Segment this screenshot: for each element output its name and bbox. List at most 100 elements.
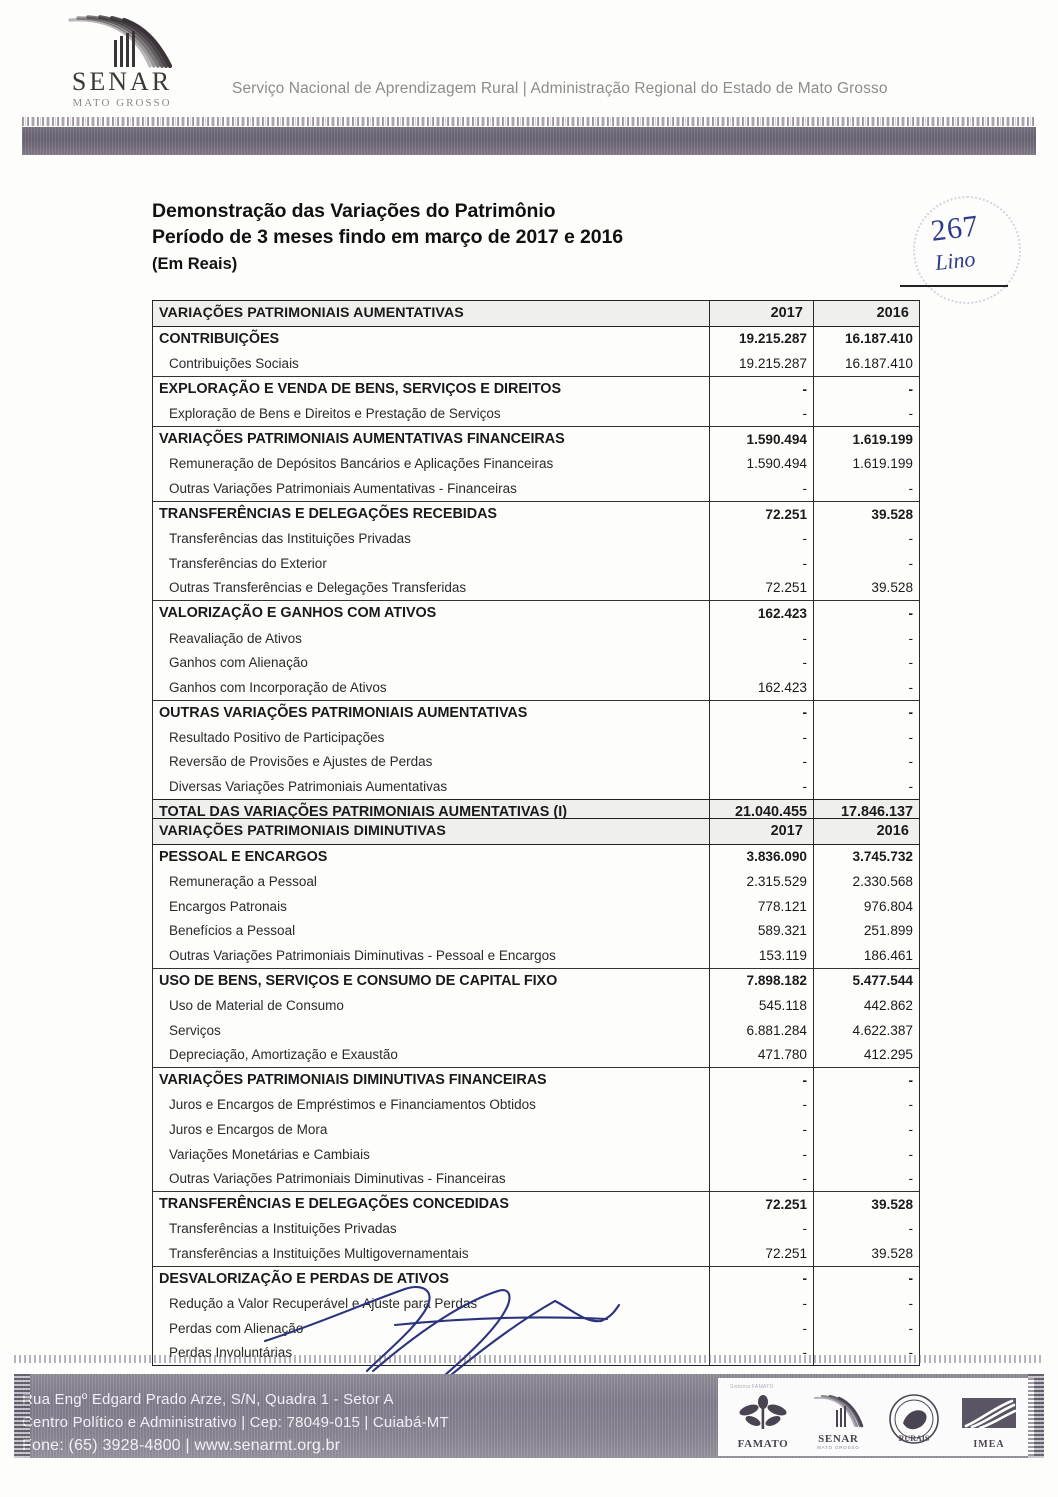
row-value-2016: - bbox=[813, 1092, 920, 1118]
table-row: Uso de Material de Consumo 545.118 442.862 bbox=[152, 993, 920, 1018]
table-row: CONTRIBUIÇÕES 19.215.287 16.187.410 bbox=[152, 325, 920, 352]
table-row: Remuneração a Pessoal 2.315.529 2.330.568 bbox=[152, 869, 920, 894]
row-value-2017: - bbox=[709, 749, 814, 775]
row-value-2016: - bbox=[813, 401, 920, 427]
row-label: PESSOAL E ENCARGOS bbox=[152, 843, 710, 870]
row-label: Remuneração a Pessoal bbox=[152, 869, 710, 894]
senar-logo-region: MATO GROSSO bbox=[72, 97, 172, 109]
row-label: Exploração de Bens e Direitos e Prestaçã… bbox=[152, 401, 710, 427]
row-value-2016: 39.528 bbox=[813, 500, 920, 527]
row-value-2017: - bbox=[709, 1066, 814, 1093]
row-value-2016: - bbox=[813, 375, 920, 402]
row-value-2016: - bbox=[813, 1315, 920, 1341]
table-header-row: VARIAÇÕES PATRIMONIAIS DIMINUTIVAS 2017 20… bbox=[152, 818, 920, 845]
table-row: Juros e Encargos de Empréstimos e Financ… bbox=[152, 1092, 920, 1118]
table-row: TRANSFERÊNCIAS E DELEGAÇÕES RECEBIDAS 72.… bbox=[152, 500, 920, 527]
table-header-year-2017: 2017 bbox=[709, 300, 814, 327]
row-label: Diversas Variações Patrimoniais Aumentat… bbox=[152, 774, 710, 800]
row-value-2016: - bbox=[813, 600, 920, 626]
senar-footer-logo: SENAR MATO GROSSO bbox=[803, 1390, 873, 1450]
table-row: Transferências das Instituições Privadas… bbox=[152, 526, 920, 551]
table-header-year-2016: 2016 bbox=[813, 300, 920, 327]
header-dotted-band bbox=[22, 117, 1036, 126]
row-label: Reavaliação de Ativos bbox=[152, 625, 710, 651]
row-label: Outras Transferências e Delegações Trans… bbox=[152, 575, 710, 601]
row-value-2017: - bbox=[709, 526, 814, 551]
row-value-2017: 162.423 bbox=[709, 674, 814, 700]
row-label: OUTRAS VARIAÇÕES PATRIMONIAIS AUMENTATIV… bbox=[152, 699, 710, 726]
footer-system-label: Sistema FAMATO bbox=[730, 1384, 774, 1390]
row-label: Encargos Patronais bbox=[152, 893, 710, 919]
table-row: Serviços 6.881.284 4.622.387 bbox=[152, 1017, 920, 1043]
row-value-2017: - bbox=[709, 1216, 814, 1242]
row-label: EXPLORAÇÃO E VENDA DE BENS, SERVIÇOS E D… bbox=[152, 375, 710, 402]
row-value-2016: - bbox=[813, 1291, 920, 1316]
report-title-line2: Período de 3 meses findo em março de 201… bbox=[152, 226, 624, 248]
row-label: Depreciação, Amortização e Exaustão bbox=[152, 1042, 710, 1068]
row-label: Outras Variações Patrimoniais Diminutiva… bbox=[152, 942, 710, 969]
table-row: OUTRAS VARIAÇÕES PATRIMONIAIS AUMENTATIV… bbox=[152, 699, 920, 726]
row-value-2016: 39.528 bbox=[813, 1190, 920, 1217]
row-label: VALORIZAÇÃO E GANHOS COM ATIVOS bbox=[152, 600, 710, 626]
table-header-year-2017: 2017 bbox=[709, 818, 814, 845]
row-label: VARIAÇÕES PATRIMONIAIS DIMINUTIVAS FINAN… bbox=[152, 1066, 710, 1093]
row-value-2016: 1.619.199 bbox=[813, 451, 920, 477]
row-value-2016: - bbox=[813, 526, 920, 551]
row-label: Resultado Positivo de Participações bbox=[152, 725, 710, 750]
row-value-2017: 153.119 bbox=[709, 942, 814, 969]
row-label: Uso de Material de Consumo bbox=[152, 993, 710, 1018]
senar-logo: SENAR MATO GROSSO bbox=[52, 10, 192, 110]
table-header-year-2016: 2016 bbox=[813, 818, 920, 845]
row-value-2017: 2.315.529 bbox=[709, 869, 814, 894]
row-label: Transferências do Exterior bbox=[152, 550, 710, 576]
table-row: Transferências a Instituições Multigover… bbox=[152, 1241, 920, 1267]
famato-logo: FAMATO bbox=[728, 1393, 798, 1450]
row-label: Perdas com Alienação bbox=[152, 1315, 710, 1341]
row-value-2017: - bbox=[709, 1117, 814, 1142]
row-value-2017: - bbox=[709, 1092, 814, 1118]
row-label: Outras Variações Patrimoniais Aumentativ… bbox=[152, 476, 710, 502]
table-row: Variações Monetárias e Cambiais - - bbox=[152, 1141, 920, 1167]
row-value-2017: - bbox=[709, 476, 814, 502]
table-row: Redução a Valor Recuperável e Ajuste par… bbox=[152, 1291, 920, 1316]
row-value-2016: 976.804 bbox=[813, 893, 920, 919]
row-label: Transferências das Instituições Privadas bbox=[152, 526, 710, 551]
row-value-2016: - bbox=[813, 749, 920, 775]
row-value-2016: - bbox=[813, 1265, 920, 1292]
row-value-2017: 7.898.182 bbox=[709, 967, 814, 994]
row-value-2016: - bbox=[813, 1117, 920, 1142]
diminutivas-table: VARIAÇÕES PATRIMONIAIS DIMINUTIVAS 2017 20… bbox=[152, 818, 920, 1367]
row-value-2017: 19.215.287 bbox=[709, 351, 814, 377]
row-label: Serviços bbox=[152, 1017, 710, 1043]
row-value-2016: 39.528 bbox=[813, 1241, 920, 1267]
table-header-label: VARIAÇÕES PATRIMONIAIS AUMENTATIVAS bbox=[152, 300, 710, 327]
row-value-2017: 545.118 bbox=[709, 993, 814, 1018]
row-value-2017: - bbox=[709, 550, 814, 576]
table-header-label: VARIAÇÕES PATRIMONIAIS DIMINUTIVAS bbox=[152, 818, 710, 845]
row-value-2016: 16.187.410 bbox=[813, 351, 920, 377]
rurais-seal-text: RURAIS bbox=[898, 1434, 929, 1443]
row-value-2017: - bbox=[709, 725, 814, 750]
row-label: Remuneração de Depósitos Bancários e Apl… bbox=[152, 451, 710, 477]
row-value-2016: 5.477.544 bbox=[813, 967, 920, 994]
row-value-2017: 778.121 bbox=[709, 893, 814, 919]
row-label: Transferências a Instituições Privadas bbox=[152, 1216, 710, 1242]
senar-logo-text: SENAR bbox=[71, 67, 173, 96]
row-value-2017: - bbox=[709, 1166, 814, 1192]
footer-address-line1: Rua Engº Edgard Prado Arze, S/N, Quadra … bbox=[22, 1391, 394, 1408]
table-row: Encargos Patronais 778.121 976.804 bbox=[152, 893, 920, 919]
row-value-2016: - bbox=[813, 1066, 920, 1093]
table-row: EXPLORAÇÃO E VENDA DE BENS, SERVIÇOS E D… bbox=[152, 375, 920, 402]
row-label: TRANSFERÊNCIAS E DELEGAÇÕES CONCEDIDAS bbox=[152, 1190, 710, 1217]
row-value-2016: 3.745.732 bbox=[813, 843, 920, 870]
row-value-2017: - bbox=[709, 375, 814, 402]
table-row: Ganhos com Incorporação de Ativos 162.423… bbox=[152, 674, 920, 700]
imea-logo: IMEA bbox=[954, 1396, 1024, 1450]
handwritten-initial: Lino bbox=[933, 245, 977, 276]
row-value-2016: 16.187.410 bbox=[813, 325, 920, 352]
table-row: Juros e Encargos de Mora - - bbox=[152, 1117, 920, 1142]
row-label: Contribuições Sociais bbox=[152, 351, 710, 377]
row-value-2016: - bbox=[813, 1216, 920, 1242]
table-row: Diversas Variações Patrimoniais Aumentat… bbox=[152, 774, 920, 800]
footer-right-edge-pattern bbox=[1028, 1374, 1044, 1458]
